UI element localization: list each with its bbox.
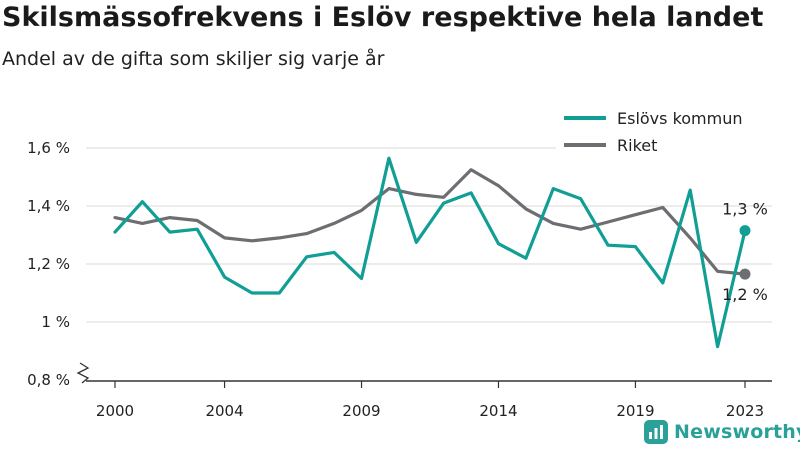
y-tick-label: 0,8 % [27, 371, 70, 389]
newsworthy-logo: Newsworthy [644, 420, 800, 444]
x-tick-label: 2023 [726, 402, 764, 420]
end-point-riket [739, 268, 751, 280]
x-tick-label: 2009 [342, 402, 380, 420]
x-tick-label: 2000 [96, 402, 134, 420]
chart-subtitle: Andel av de gifta som skiljer sig varje … [2, 48, 385, 70]
end-label-eslov: 1,3 % [722, 200, 768, 219]
legend: Eslövs kommun Riket [556, 104, 776, 160]
y-tick-label: 1,4 % [27, 197, 70, 215]
legend-background [556, 104, 776, 160]
legend-label-eslov: Eslövs kommun [617, 109, 743, 128]
end-point-eslov [739, 225, 751, 237]
legend-label-riket: Riket [617, 136, 657, 155]
series-layer: 1,3 % 1,2 % [113, 156, 768, 349]
end-label-riket: 1,2 % [722, 285, 768, 304]
x-tick-label: 2004 [205, 402, 243, 420]
x-tick-label: 2014 [479, 402, 517, 420]
bar-chart-icon [644, 420, 668, 444]
x-tick-label: 2019 [616, 402, 654, 420]
chart-title: Skilsmässofrekvens i Eslöv respektive he… [2, 2, 764, 33]
brand-name: Newsworthy [674, 421, 800, 443]
gridlines [86, 147, 772, 323]
y-tick-label: 1,6 % [27, 139, 70, 157]
series-line-riket [113, 168, 747, 276]
axis-break-icon [76, 362, 90, 384]
x-axis: 2000 2004 2009 2014 2019 2023 [86, 380, 772, 420]
series-line-eslov [113, 156, 747, 349]
y-tick-label: 1 % [41, 313, 70, 331]
y-tick-label: 1,2 % [27, 255, 70, 273]
y-axis: 0,8 % 1 % 1,2 % 1,4 % 1,6 % [27, 139, 90, 389]
